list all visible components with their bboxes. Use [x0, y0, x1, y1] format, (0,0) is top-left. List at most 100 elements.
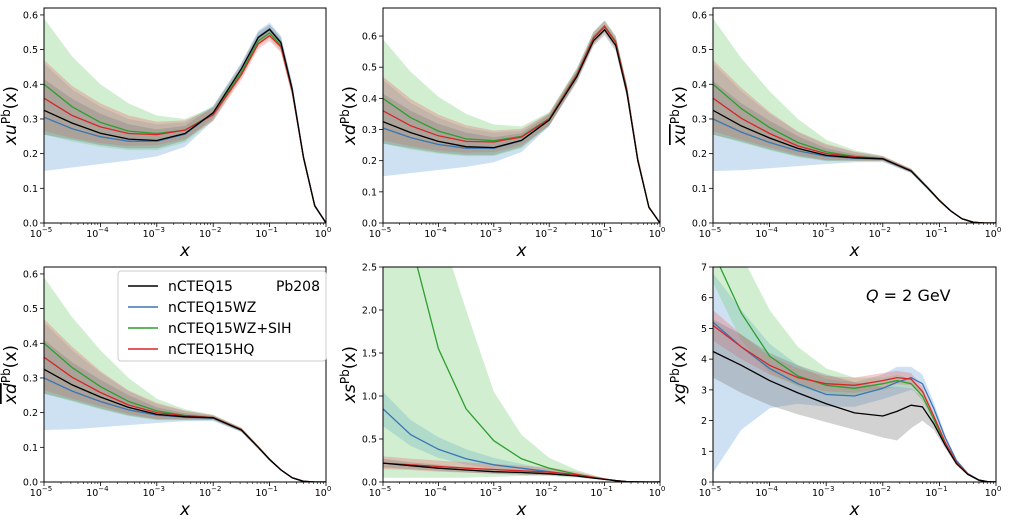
y-tick-label: 0.6 — [23, 269, 38, 280]
y-tick-label: 0.1 — [362, 187, 377, 198]
x-tick-label: 100 — [649, 485, 666, 499]
band-ncteq15wz — [713, 273, 996, 482]
y-tick-label: 2 — [701, 416, 707, 427]
y-tick-label: 0 — [701, 478, 707, 489]
panel-xs: 10−5 10−4 10−3 10−2 10−1 100 0.0 0.5 1.0 1.5 2.0 2.… — [338, 263, 666, 521]
line-ncteq15 — [383, 28, 660, 223]
panel-xubar: 10−5 10−4 10−3 10−2 10−1 100 0.0 0.1 0.2 0.3 0.4 0.… — [668, 7, 1002, 261]
legend-box — [117, 270, 327, 362]
band-ncteq15 — [383, 458, 660, 482]
x-tick-label: 100 — [649, 226, 666, 240]
y-axis-label: xdPb(x) — [338, 86, 360, 146]
legend-label-2: nCTEQ15WZ+SIH — [168, 321, 292, 337]
y-tick-label: 0.0 — [23, 219, 38, 230]
y-tick-label: 0.0 — [362, 478, 377, 489]
y-tick-label: 0.5 — [23, 304, 38, 315]
axes-frame — [712, 7, 997, 224]
y-tick-label: 1 — [701, 447, 707, 458]
y-tick-label: 3 — [701, 385, 707, 396]
y-tick-label: 0.2 — [23, 149, 38, 160]
band-ncteq15 — [713, 319, 996, 482]
x-tick-label: 100 — [315, 485, 332, 499]
x-tick-label: 10−5 — [699, 226, 721, 240]
x-tick-label: 10−1 — [925, 226, 947, 240]
q-annotation: Q = 2 GeV — [866, 286, 951, 305]
y-tick-label: 0.0 — [23, 478, 38, 489]
x-tick-label: 10−1 — [590, 485, 612, 499]
y-tick-label: 0.3 — [23, 373, 38, 384]
y-tick-label: 0.6 — [362, 32, 377, 43]
x-tick-label: 100 — [985, 485, 1002, 499]
x-tick-label: 100 — [985, 226, 1002, 240]
x-axis-label: x — [179, 500, 191, 520]
y-tick-label: 0.6 — [23, 10, 38, 21]
band-ncteq15hq — [713, 60, 996, 223]
legend-label-3: nCTEQ15HQ — [168, 342, 254, 358]
y-tick-label: 6 — [701, 293, 707, 304]
y-axis-label: xsPb(x) — [338, 346, 360, 404]
y-tick-label: 0.6 — [692, 10, 707, 21]
x-tick-label: 10−5 — [30, 485, 52, 499]
x-tick-label: 10−4 — [755, 485, 778, 499]
band-ncteq15wz-sih — [383, 20, 660, 223]
y-axis-label: xdPb(x) — [0, 345, 21, 405]
x-tick-label: 10−3 — [480, 485, 502, 499]
band-ncteq15wz — [44, 322, 326, 482]
band-ncteq15wz-sih — [713, 18, 996, 223]
y-tick-label: 0.0 — [692, 219, 707, 230]
x-tick-label: 10−3 — [812, 226, 834, 240]
panel-xd: 10−5 10−4 10−3 10−2 10−1 100 0.0 0.1 0.2 0.3 0.4 0.… — [338, 7, 666, 261]
x-tick-label: 10−3 — [480, 226, 502, 240]
x-tick-label: 100 — [315, 226, 332, 240]
x-tick-label: 10−4 — [424, 226, 447, 240]
y-tick-label: 0.5 — [362, 63, 377, 74]
y-tick-label: 0.5 — [362, 435, 377, 446]
x-tick-label: 10−5 — [699, 485, 721, 499]
y-tick-label: 0.3 — [692, 114, 707, 125]
x-tick-label: 10−2 — [535, 485, 557, 499]
y-axis-label: xuPb(x) — [0, 86, 21, 146]
x-tick-label: 10−4 — [86, 485, 109, 499]
x-tick-label: 10−3 — [812, 485, 834, 499]
y-tick-label: 7 — [701, 263, 707, 274]
band-ncteq15wz — [44, 22, 326, 223]
y-tick-label: 1.0 — [362, 392, 377, 403]
x-axis-label: x — [515, 500, 527, 520]
axes-frame — [43, 7, 327, 224]
band-ncteq15wz-sih — [44, 18, 326, 223]
band-ncteq15hq — [44, 319, 326, 482]
x-tick-label: 10−2 — [869, 226, 891, 240]
x-tick-label: 10−2 — [535, 226, 557, 240]
x-tick-label: 10−3 — [143, 226, 165, 240]
x-axis-label: x — [848, 500, 860, 520]
y-tick-label: 0.4 — [23, 80, 38, 91]
plot-area — [713, 267, 996, 482]
line-ncteq15 — [713, 350, 996, 482]
y-tick-label: 1.5 — [362, 349, 377, 360]
x-tick-label: 10−4 — [424, 485, 447, 499]
y-tick-label: 0.2 — [23, 408, 38, 419]
y-tick-label: 0.1 — [23, 443, 38, 454]
axes-frame — [382, 7, 661, 224]
x-tick-label: 10−5 — [369, 226, 391, 240]
x-tick-label: 10−4 — [86, 226, 109, 240]
x-tick-label: 10−3 — [143, 485, 165, 499]
band-ncteq15hq — [383, 456, 660, 482]
axes-frame — [382, 266, 661, 483]
band-ncteq15wz-sih — [44, 277, 326, 482]
y-tick-label: 0.1 — [23, 184, 38, 195]
axes-frame — [712, 266, 997, 483]
plot-area — [44, 277, 326, 482]
legend-tag: Pb208 — [276, 279, 320, 295]
band-ncteq15wz-sih — [713, 267, 996, 482]
band-ncteq15wz — [383, 391, 660, 482]
y-tick-label: 0.1 — [692, 184, 707, 195]
x-tick-label: 10−1 — [255, 226, 277, 240]
y-tick-label: 0.0 — [362, 219, 377, 230]
band-ncteq15 — [44, 24, 326, 223]
y-tick-label: 2.0 — [362, 306, 377, 317]
band-ncteq15wz-sih — [383, 267, 660, 482]
x-tick-label: 10−1 — [590, 226, 612, 240]
y-tick-label: 0.4 — [692, 80, 707, 91]
y-tick-label: 0.3 — [23, 114, 38, 125]
